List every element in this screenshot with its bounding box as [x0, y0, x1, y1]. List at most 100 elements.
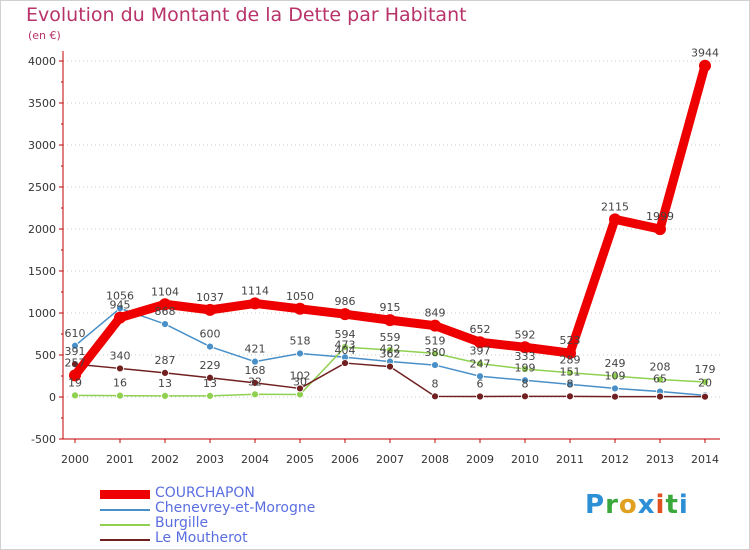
data-point [611, 384, 619, 393]
data-label: 1056 [106, 289, 134, 302]
legend-swatch [100, 509, 150, 511]
data-label: 986 [335, 295, 356, 308]
data-label: 16 [113, 377, 127, 390]
data-point [251, 357, 259, 366]
data-point [341, 343, 349, 352]
data-point [339, 308, 351, 321]
data-point [564, 347, 576, 360]
data-point [566, 380, 574, 389]
data-label: 19 [68, 376, 82, 389]
data-point [654, 223, 666, 236]
data-label: 652 [470, 323, 491, 336]
data-point [161, 368, 169, 377]
data-label: 610 [65, 327, 86, 340]
data-point [431, 361, 439, 369]
data-label: 473 [335, 338, 356, 351]
data-point [566, 392, 574, 401]
data-label: 208 [650, 361, 671, 374]
data-label: 249 [605, 357, 626, 370]
data-point [296, 349, 304, 358]
data-point [699, 59, 711, 72]
data-point [656, 392, 664, 401]
data-point [521, 365, 529, 373]
data-point [206, 373, 214, 382]
data-point [431, 349, 439, 358]
data-label: 257 [65, 356, 86, 369]
data-label: 289 [560, 354, 581, 367]
data-label: 380 [425, 346, 446, 359]
data-point [116, 364, 124, 373]
data-label: 523 [560, 334, 581, 347]
data-point [566, 368, 574, 377]
x-tick-label: 2000 [61, 453, 89, 466]
data-label: 362 [380, 348, 401, 361]
data-label: 600 [200, 328, 221, 341]
data-label: 868 [155, 305, 176, 318]
data-label: 518 [290, 334, 311, 347]
data-label: 333 [515, 350, 536, 363]
data-label: 179 [695, 363, 716, 376]
data-label: 3944 [691, 47, 719, 60]
data-point [294, 302, 306, 315]
data-label: 559 [380, 331, 401, 344]
data-point [656, 375, 664, 384]
data-label: 915 [380, 301, 401, 314]
x-tick-label: 2011 [556, 453, 584, 466]
data-label: 8 [567, 377, 574, 390]
data-label: 1104 [151, 285, 179, 298]
x-tick-label: 2013 [646, 453, 674, 466]
x-tick-label: 2010 [511, 453, 539, 466]
x-tick-label: 2003 [196, 453, 224, 466]
data-label: 1114 [241, 284, 269, 297]
data-point [161, 392, 169, 400]
data-point [611, 372, 619, 380]
data-label: 30 [293, 375, 307, 388]
y-tick-label: 3000 [28, 139, 56, 152]
legend-label: Le Moutherot [155, 530, 248, 546]
data-point [476, 372, 484, 381]
data-point [114, 311, 126, 324]
data-point [611, 392, 619, 401]
data-point [296, 384, 304, 393]
data-label: 945 [110, 299, 131, 312]
data-label: 247 [470, 357, 491, 370]
data-point [386, 362, 394, 371]
x-tick-label: 2007 [376, 453, 404, 466]
data-point [701, 392, 709, 401]
legend-swatch [100, 524, 150, 526]
legend-label: Chenevrey-et-Morogne [155, 500, 316, 516]
data-label: 2115 [601, 200, 629, 213]
chart-unit-label: (en €) [28, 29, 61, 42]
data-label: 109 [605, 369, 626, 382]
data-label: 287 [155, 354, 176, 367]
x-tick-label: 2001 [106, 453, 134, 466]
data-point [521, 376, 529, 385]
data-label: 1050 [286, 290, 314, 303]
data-label: 13 [203, 377, 217, 390]
y-tick-label: 1000 [28, 307, 56, 320]
y-tick-label: 0 [49, 391, 56, 404]
legend-label: COURCHAPON [155, 485, 255, 501]
y-tick-label: 1500 [28, 265, 56, 278]
data-label: 1999 [646, 210, 674, 223]
data-label: 391 [65, 345, 86, 358]
x-tick-label: 2014 [691, 453, 719, 466]
data-point [701, 378, 709, 386]
data-point [71, 341, 79, 350]
y-tick-label: 2000 [28, 223, 56, 236]
x-tick-label: 2005 [286, 453, 314, 466]
y-tick-label: 500 [35, 349, 56, 362]
data-label: 13 [158, 377, 172, 390]
data-label: 199 [515, 361, 536, 374]
legend-swatch [100, 539, 150, 541]
data-point [519, 341, 531, 354]
x-tick-label: 2008 [421, 453, 449, 466]
data-point [386, 346, 394, 354]
legend-swatch [100, 490, 150, 499]
proxiti-logo: Proxiti [585, 490, 689, 520]
data-point [159, 298, 171, 311]
x-tick-label: 2002 [151, 453, 179, 466]
y-tick-label: 4000 [28, 55, 56, 68]
data-point [204, 303, 216, 316]
